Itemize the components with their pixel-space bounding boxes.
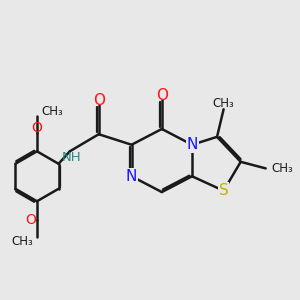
- Text: NH: NH: [61, 151, 81, 164]
- Text: O: O: [156, 88, 168, 103]
- Text: CH₃: CH₃: [11, 235, 33, 248]
- Text: O: O: [25, 213, 36, 227]
- Text: O: O: [32, 122, 42, 135]
- Text: N: N: [186, 137, 198, 152]
- Text: CH₃: CH₃: [272, 162, 293, 175]
- Text: CH₃: CH₃: [42, 105, 63, 119]
- Text: N: N: [126, 169, 137, 184]
- Text: O: O: [93, 93, 105, 108]
- Text: CH₃: CH₃: [213, 98, 235, 110]
- Text: S: S: [219, 183, 229, 198]
